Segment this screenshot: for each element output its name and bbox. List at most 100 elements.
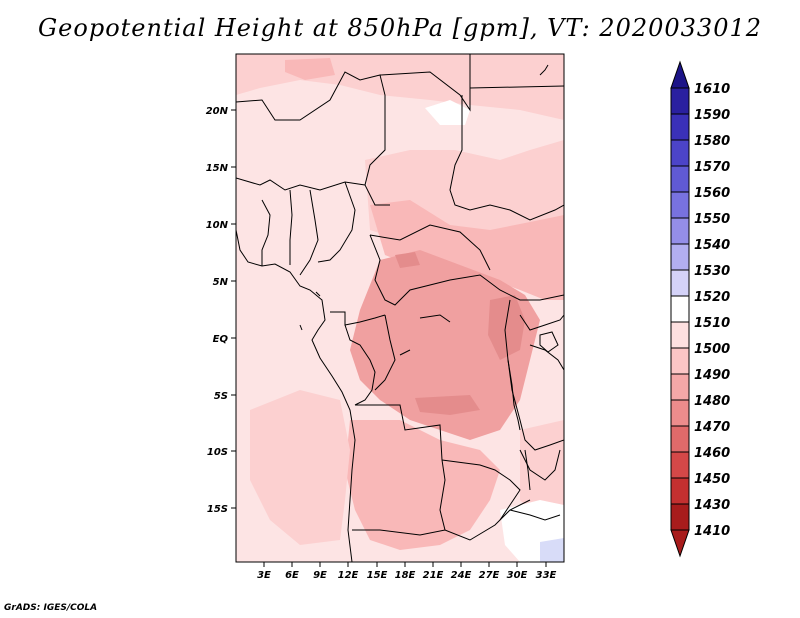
lon-label-33e: 33E bbox=[536, 570, 557, 581]
border-12 bbox=[330, 311, 386, 326]
colorbar-segment-1510 bbox=[670, 295, 690, 323]
colorbar-label-1410: 1410 bbox=[694, 524, 730, 539]
colorbar-segment-1410 bbox=[670, 503, 690, 531]
colorbar: 1610 1590 1580 1570 1560 1550 1540 1530 1520 1510… bbox=[670, 60, 730, 558]
river-segment-1 bbox=[419, 314, 451, 323]
colorbar-label-1610: 1610 bbox=[694, 82, 730, 97]
shade-southwest-band bbox=[250, 390, 350, 545]
shade-northwest-blob bbox=[285, 58, 335, 80]
colorbar-segment-1550 bbox=[670, 191, 690, 219]
border-17 bbox=[529, 344, 564, 371]
colorbar-label-1530: 1530 bbox=[694, 264, 730, 279]
colorbar-label-1500: 1500 bbox=[694, 342, 730, 357]
colorbar-segment-1460 bbox=[670, 425, 690, 453]
colorbar-segment-1520 bbox=[670, 269, 690, 297]
colorbar-label-1450: 1450 bbox=[694, 472, 730, 487]
grads-credit: GrADS: IGES/COLA bbox=[4, 603, 98, 613]
shade-darkest-west bbox=[395, 252, 420, 268]
shade-congo-basin bbox=[350, 250, 540, 440]
border-15 bbox=[504, 299, 564, 451]
lon-ticks bbox=[263, 562, 547, 567]
colorbar-segment-1590 bbox=[670, 87, 690, 115]
lon-label-9e: 9E bbox=[313, 570, 327, 581]
colorbar-label-1470: 1470 bbox=[694, 420, 730, 435]
shade-white-north bbox=[425, 100, 470, 125]
border-11 bbox=[369, 224, 491, 271]
map-frame bbox=[235, 53, 565, 563]
chart-title: Geopotential Height at 850hPa [gpm], VT:… bbox=[38, 14, 762, 42]
red-sea-coast bbox=[539, 64, 549, 76]
lake-victoria bbox=[539, 331, 559, 353]
shade-pale-blue bbox=[540, 538, 564, 562]
lon-label-30e: 30E bbox=[507, 570, 528, 581]
colorbar-label-1430: 1430 bbox=[694, 498, 730, 513]
coastline-west bbox=[236, 229, 356, 562]
border-2 bbox=[379, 54, 471, 112]
colorbar-segment-1580 bbox=[670, 113, 690, 141]
lon-label-21e: 21E bbox=[423, 570, 444, 581]
lat-label-eq: EQ bbox=[213, 334, 229, 345]
lat-label-5s: 5S bbox=[214, 391, 228, 402]
lon-label-3e: 3E bbox=[257, 570, 271, 581]
border-3 bbox=[469, 85, 564, 89]
lon-label-12e: 12E bbox=[338, 570, 359, 581]
border-14 bbox=[374, 314, 396, 391]
lon-labels: 3E 6E 9E 12E 15E 18E 21E 24E 27E 30E 33E bbox=[257, 570, 556, 581]
river-segment-2 bbox=[399, 349, 411, 356]
lakes-islands bbox=[299, 64, 559, 491]
border-7 bbox=[289, 189, 293, 265]
border-20 bbox=[352, 499, 531, 541]
border-10 bbox=[369, 234, 564, 306]
border-9 bbox=[317, 181, 356, 263]
shade-east-light bbox=[520, 420, 564, 520]
border-6 bbox=[261, 199, 271, 266]
shade-darkest-east bbox=[488, 295, 525, 360]
lat-ticks bbox=[231, 109, 236, 509]
border-5 bbox=[236, 177, 366, 191]
shaded-field bbox=[236, 54, 564, 562]
colorbar-label-1490: 1490 bbox=[694, 368, 730, 383]
colorbar-segment-1500 bbox=[670, 321, 690, 349]
colorbar-segment-1530 bbox=[670, 243, 690, 271]
border-18 bbox=[355, 404, 446, 531]
colorbar-label-1480: 1480 bbox=[694, 394, 730, 409]
lon-label-6e: 6E bbox=[285, 570, 299, 581]
lon-label-27e: 27E bbox=[479, 570, 500, 581]
colorbar-label-1580: 1580 bbox=[694, 134, 730, 149]
lake-malawi bbox=[524, 449, 531, 491]
colorbar-segment-1450 bbox=[670, 451, 690, 479]
border-8 bbox=[299, 189, 319, 276]
colorbar-bottom-arrow bbox=[670, 529, 690, 558]
island-small-1 bbox=[299, 324, 303, 331]
shade-southern-band bbox=[345, 420, 500, 550]
colorbar-label-1460: 1460 bbox=[694, 446, 730, 461]
lon-label-24e: 24E bbox=[451, 570, 472, 581]
colorbar-segment-1430 bbox=[670, 477, 690, 505]
colorbar-top-arrow bbox=[670, 60, 690, 89]
colorbar-label-1520: 1520 bbox=[694, 290, 730, 305]
lat-label-5n: 5N bbox=[213, 277, 229, 288]
lat-label-20n: 20N bbox=[206, 106, 229, 117]
colorbar-segment-1560 bbox=[670, 165, 690, 193]
lat-label-10n: 10N bbox=[206, 220, 229, 231]
colorbar-segment-1540 bbox=[670, 217, 690, 245]
colorbar-segment-1490 bbox=[670, 347, 690, 375]
border-22 bbox=[509, 509, 561, 521]
island-small-2 bbox=[315, 291, 321, 297]
colorbar-label-1570: 1570 bbox=[694, 160, 730, 175]
lat-label-10s: 10S bbox=[207, 447, 228, 458]
border-4 bbox=[449, 95, 564, 221]
lon-label-15e: 15E bbox=[367, 570, 388, 581]
border-16 bbox=[519, 314, 564, 331]
border-1 bbox=[236, 71, 390, 206]
lat-label-15n: 15N bbox=[206, 163, 229, 174]
colorbar-label-1550: 1550 bbox=[694, 212, 730, 227]
shade-darkest-south bbox=[415, 395, 480, 415]
colorbar-label-1510: 1510 bbox=[694, 316, 730, 331]
colorbar-label-1590: 1590 bbox=[694, 108, 730, 123]
shade-central-band bbox=[370, 200, 564, 300]
colorbar-segment-1470 bbox=[670, 399, 690, 427]
colorbar-label-1560: 1560 bbox=[694, 186, 730, 201]
colorbar-segment-1570 bbox=[670, 139, 690, 167]
